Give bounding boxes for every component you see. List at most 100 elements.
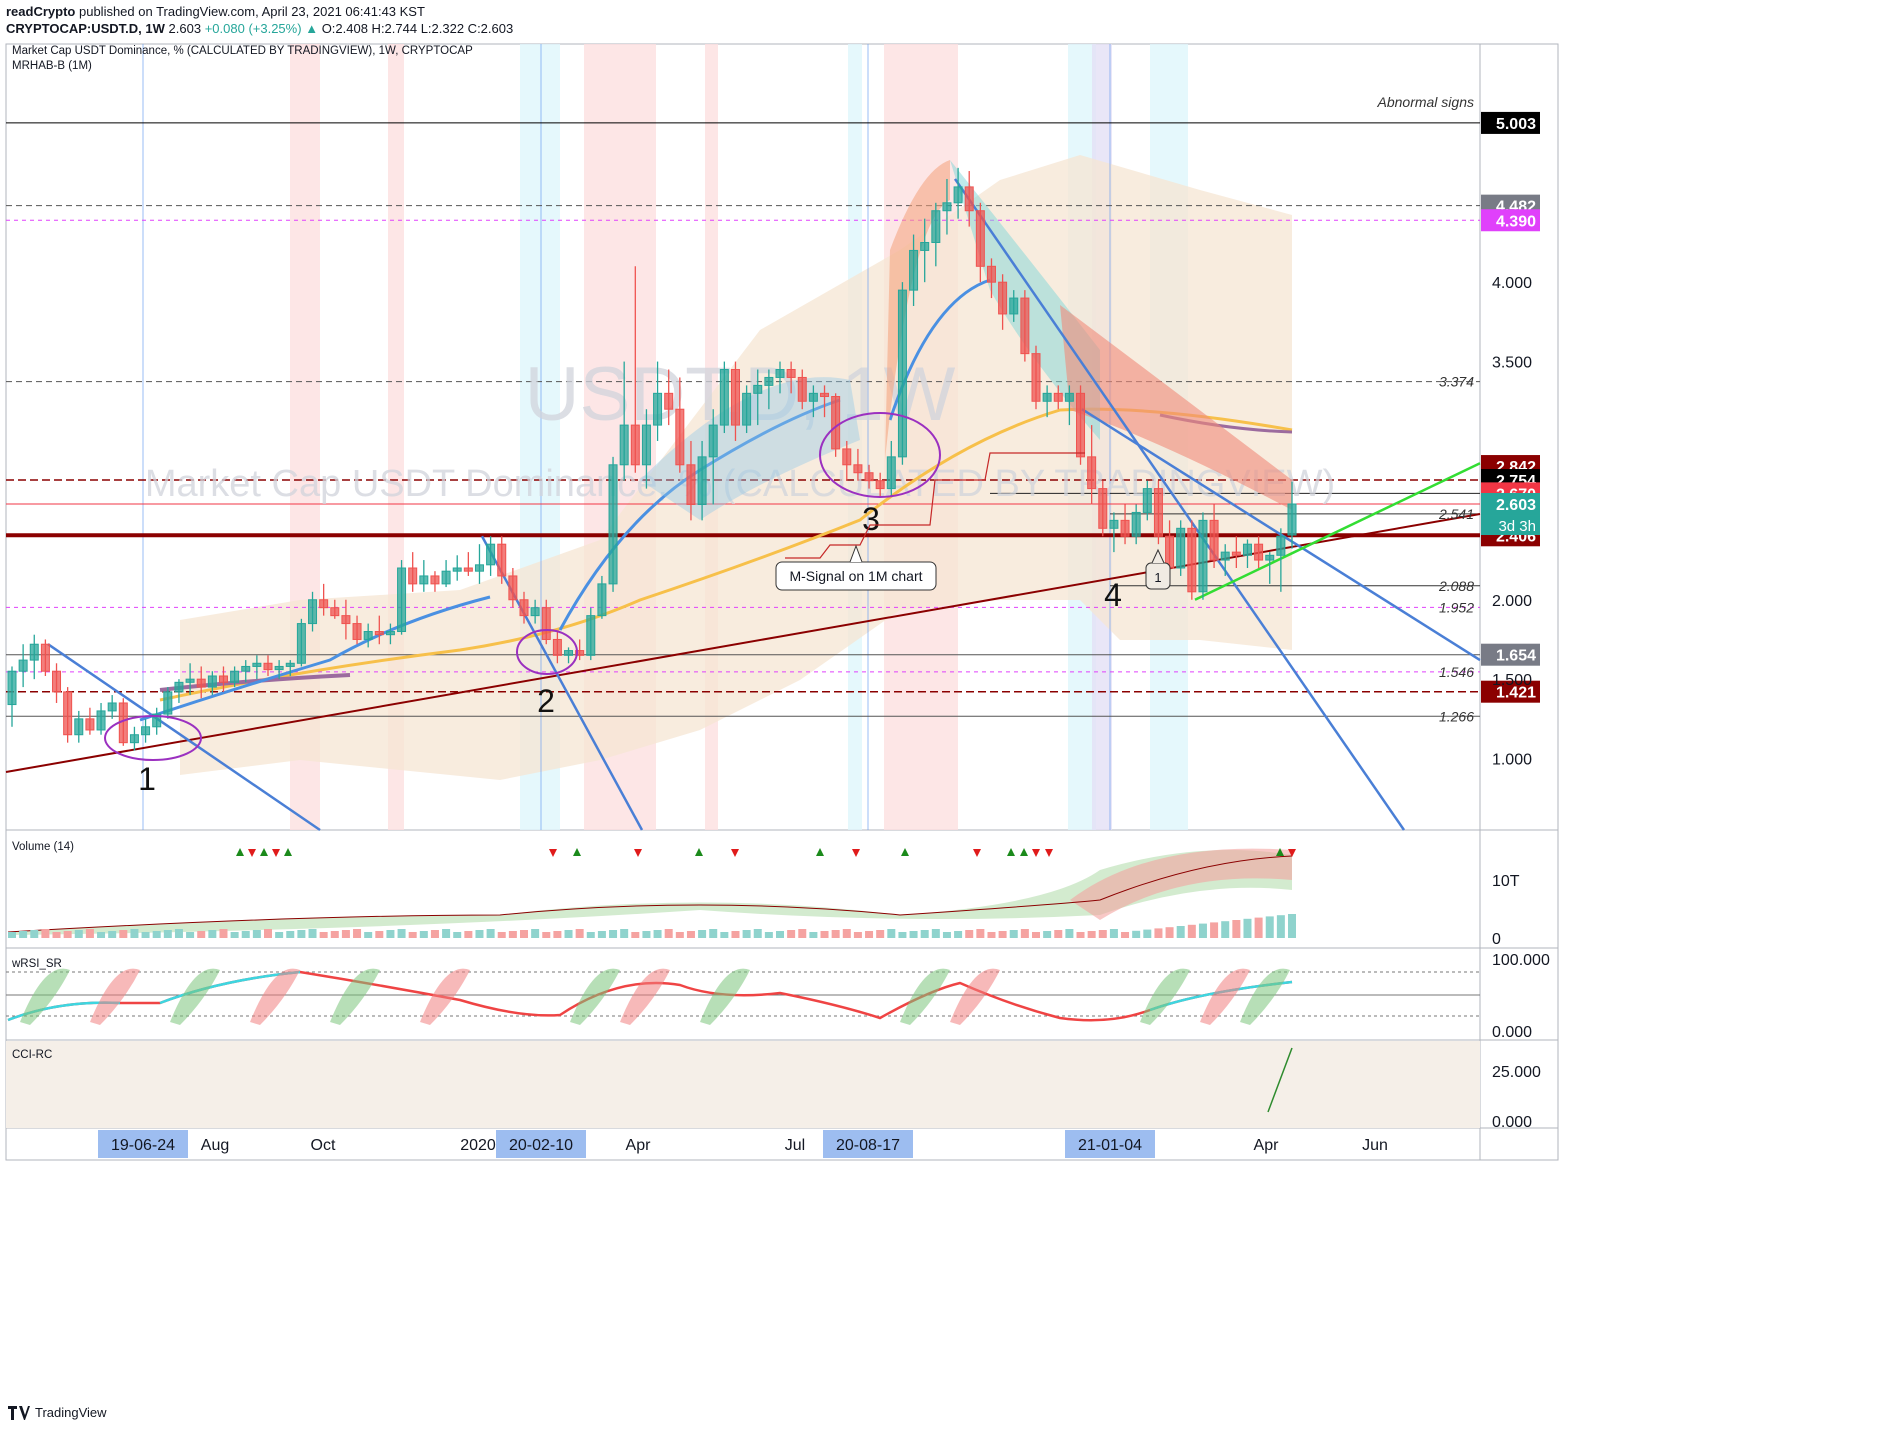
candle — [1087, 456, 1097, 490]
level-label: 1.952 — [1439, 599, 1474, 615]
wrsi-wave — [330, 968, 380, 1025]
candle — [96, 710, 106, 731]
volume-band — [8, 850, 1292, 935]
annotation-number: 3 — [862, 501, 880, 537]
candle — [653, 392, 663, 426]
candle — [1053, 392, 1063, 402]
cci-tick: 25.000 — [1492, 1064, 1541, 1081]
chart-title: Market Cap USDT Dominance, % (CALCULATED… — [12, 45, 473, 57]
volume-bar — [508, 931, 517, 938]
volume-bar — [876, 930, 885, 938]
volume-bar — [1032, 932, 1040, 938]
candle — [74, 718, 84, 736]
highlight-circle-1 — [104, 715, 202, 761]
volume-bar — [1076, 932, 1085, 938]
candle — [163, 691, 173, 715]
volume-bar — [542, 932, 551, 938]
publish-info: readCrypto published on TradingView.com,… — [6, 4, 425, 19]
volume-bar — [787, 930, 796, 938]
candle — [831, 396, 841, 450]
candle — [530, 607, 540, 617]
level-label: 1.546 — [1439, 664, 1474, 680]
volume-bar — [297, 930, 306, 938]
candle — [463, 567, 473, 572]
candle — [508, 575, 518, 601]
wrsi-tick: 0.000 — [1492, 1024, 1532, 1041]
price-label-box — [1481, 643, 1540, 666]
volume-bar — [1009, 930, 1018, 938]
volume-bar — [119, 930, 128, 938]
chart-frame — [5, 43, 1559, 1161]
signal-down-icon — [1032, 849, 1040, 857]
volume-bar — [408, 932, 417, 938]
volume-bar — [553, 931, 562, 938]
volume-bar — [230, 932, 239, 938]
volume-bar — [820, 931, 829, 938]
candle — [218, 675, 228, 683]
candle — [942, 202, 952, 212]
callout-text: M-Signal on 1M chart — [789, 568, 922, 584]
volume-bar — [976, 929, 985, 938]
support-trendline — [5, 513, 1481, 774]
volume-bar — [1210, 922, 1219, 938]
candle — [1009, 297, 1019, 315]
candle — [519, 599, 529, 617]
wrsi-wave — [1140, 968, 1190, 1025]
volume-bar — [308, 929, 317, 938]
candle — [975, 210, 985, 267]
volume-bar — [453, 932, 462, 938]
volume-bar — [1054, 930, 1063, 938]
signal-down-icon — [973, 849, 981, 857]
wrsi-wave — [900, 968, 950, 1025]
volume-bar — [41, 929, 50, 938]
time-axis-label: Oct — [311, 1137, 336, 1154]
candle — [152, 713, 162, 728]
watermark-symbol: USDT.D, 1W — [525, 352, 956, 437]
candle — [808, 392, 818, 402]
volume-bar — [1254, 917, 1263, 938]
volume-bar — [998, 931, 1007, 938]
candle — [920, 241, 930, 251]
candle — [1042, 392, 1052, 402]
candle — [319, 599, 329, 609]
candle — [1142, 488, 1152, 513]
candle — [1076, 392, 1086, 458]
cci-pane-title: CCI-RC — [12, 1049, 52, 1061]
volume-bar — [698, 930, 707, 938]
candle — [363, 631, 373, 640]
volume-bar — [130, 929, 139, 938]
candle — [1020, 297, 1030, 355]
candle — [207, 675, 217, 688]
candle — [1176, 527, 1186, 569]
candle — [797, 376, 807, 402]
volume-bar — [1232, 920, 1241, 938]
signal-up-icon — [1007, 848, 1015, 856]
candle — [1109, 519, 1119, 529]
down-trendline-3 — [953, 178, 1406, 831]
signal-up-icon — [260, 848, 268, 856]
candle — [1220, 551, 1230, 561]
volume-bar — [1265, 916, 1274, 938]
wrsi-wave — [90, 968, 140, 1025]
up-trendline-green — [1194, 462, 1481, 601]
cci-tick: 0.000 — [1492, 1114, 1532, 1131]
price-tick: 2.000 — [1492, 593, 1532, 610]
volume-bar — [653, 930, 662, 938]
volume-bar — [30, 930, 39, 938]
volume-bar — [620, 929, 629, 938]
volume-bar — [85, 929, 94, 938]
change-up-icon: ▲ — [305, 21, 319, 36]
indicator-name: MRHAB-B (1M) — [12, 60, 92, 72]
volume-bar — [397, 929, 406, 938]
volume-bar — [63, 931, 72, 938]
volume-bar — [52, 932, 61, 938]
volume-bar — [520, 930, 528, 938]
candle — [1209, 519, 1219, 561]
candle — [541, 607, 551, 640]
volume-bar — [954, 931, 963, 938]
wrsi-wave — [420, 968, 470, 1025]
candle — [909, 249, 919, 291]
volume-bar — [208, 930, 217, 938]
signal-down-icon — [731, 849, 739, 857]
